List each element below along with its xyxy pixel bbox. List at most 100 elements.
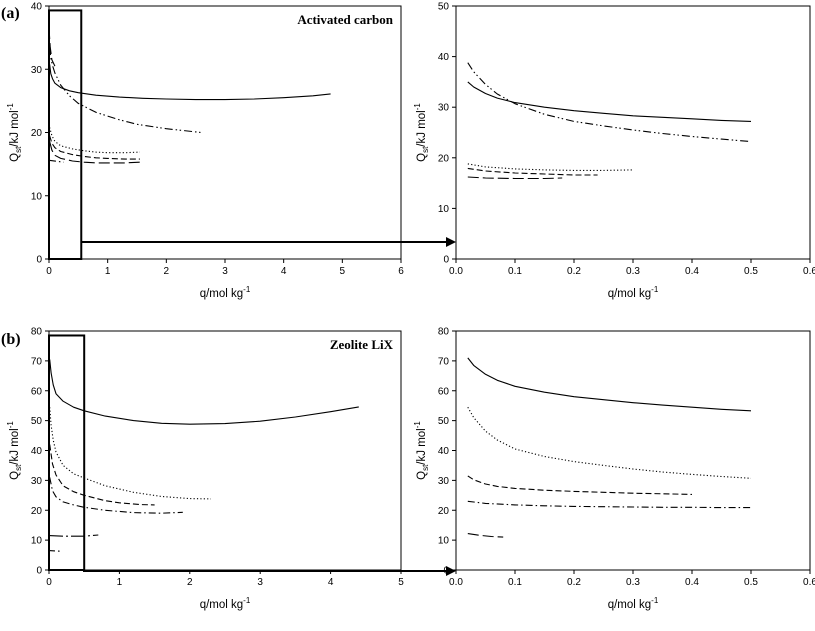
y-tick-label: 50 — [31, 416, 43, 427]
x-tick-label: 0.5 — [744, 266, 758, 277]
y-tick-label: 40 — [31, 2, 43, 13]
x-tick-label: 2 — [187, 577, 193, 588]
x-tick-label: 0.2 — [567, 266, 581, 277]
x-tick-label: 0.1 — [508, 577, 522, 588]
x-tick-label: 0.0 — [449, 266, 463, 277]
x-tick-label: 1 — [117, 577, 123, 588]
x-tick-label: 0.3 — [626, 577, 640, 588]
series-line — [467, 500, 751, 509]
y-tick-label: 0 — [36, 566, 42, 577]
x-tick-label: 6 — [398, 266, 404, 277]
plot-frame — [455, 5, 811, 260]
series-line — [467, 176, 563, 180]
x-axis-title-main: q/mol kg — [200, 599, 243, 611]
zoom-arrow-a-head — [446, 237, 456, 247]
series-line — [467, 357, 752, 412]
x-tick-label: 5 — [398, 577, 404, 588]
y-axis-title-part: /kJ mol — [416, 428, 428, 464]
y-tick-label: 50 — [438, 2, 450, 13]
x-tick-label: 1 — [105, 266, 111, 277]
x-tick-label: 0.6 — [803, 577, 815, 588]
x-tick-label: 0.4 — [685, 577, 699, 588]
chart-title: Zeolite LiX — [330, 337, 394, 352]
x-tick-label: 2 — [164, 266, 170, 277]
x-tick-label: 0.4 — [685, 266, 699, 277]
series-line — [48, 550, 60, 552]
x-axis-title-sup: -1 — [243, 596, 251, 605]
y-axis-title-part: st — [421, 464, 430, 471]
y-axis-title-part: /kJ mol — [9, 110, 21, 146]
series-line — [49, 444, 155, 506]
y-tick-label: 30 — [438, 103, 450, 114]
y-tick-label: 50 — [438, 416, 450, 427]
y-tick-label: 20 — [31, 128, 43, 139]
plot-frame — [48, 5, 402, 260]
zoom-region-box — [48, 334, 86, 572]
y-axis-title-part: Q — [416, 153, 428, 162]
zoom-arrow-b-head — [446, 566, 456, 576]
y-axis-title: Qst/kJ mol-1 — [6, 421, 23, 480]
y-axis-title-part: /kJ mol — [9, 428, 21, 464]
series-line — [467, 406, 752, 479]
y-tick-label: 70 — [438, 356, 450, 367]
x-axis-title-main: q/mol kg — [200, 288, 243, 300]
series-line — [49, 141, 140, 164]
y-tick-label: 30 — [438, 476, 450, 487]
y-axis-title: Qst/kJ mol-1 — [413, 421, 430, 480]
x-axis-title: q/mol kg-1 — [200, 285, 251, 300]
x-axis-title-main: q/mol kg — [608, 599, 651, 611]
panel-a-label: (a) — [1, 5, 20, 22]
series-line — [49, 127, 140, 154]
y-axis-title-part: st — [14, 146, 23, 153]
y-axis-title-part: Q — [9, 471, 21, 480]
zoom-region-box — [48, 9, 83, 260]
y-axis-title-part: -1 — [413, 103, 422, 111]
x-axis-title: q/mol kg-1 — [200, 596, 251, 611]
x-tick-label: 0.5 — [744, 577, 758, 588]
x-tick-label: 0.2 — [567, 577, 581, 588]
y-axis-title-part: Q — [416, 471, 428, 480]
y-tick-label: 30 — [31, 65, 43, 76]
y-axis-title-part: Q — [9, 153, 21, 162]
series-line — [49, 47, 202, 134]
x-tick-label: 3 — [257, 577, 263, 588]
y-axis-title: Qst/kJ mol-1 — [6, 103, 23, 162]
x-axis-title-sup: -1 — [651, 596, 659, 605]
x-tick-label: 0.1 — [508, 266, 522, 277]
y-tick-label: 10 — [438, 536, 450, 547]
series-line — [49, 359, 359, 425]
series-line — [467, 167, 598, 176]
series-line — [467, 533, 504, 538]
a-zoom-chart: 0.0 0.1 0.2 0.3 0.4 0.5 0.6 0 10 20 30 40 50 q/mol kg… — [413, 2, 815, 301]
y-axis-title-part: /kJ mol — [416, 110, 428, 146]
y-tick-label: 10 — [31, 536, 43, 547]
y-axis-title-part: -1 — [413, 421, 422, 429]
y-tick-label: 20 — [438, 153, 450, 164]
y-tick-label: 60 — [438, 386, 450, 397]
series-line — [467, 81, 752, 122]
series-line — [467, 163, 634, 171]
x-tick-label: 5 — [340, 266, 346, 277]
b-zoom-chart: 0.00.10.20.30.40.50.601020304050607080q/… — [413, 327, 815, 612]
y-tick-label: 70 — [31, 356, 43, 367]
x-axis-title-sup: -1 — [651, 285, 659, 294]
series-line — [49, 477, 183, 514]
series-line — [467, 62, 752, 143]
y-axis-title: Qst/kJ mol-1 — [413, 103, 430, 162]
y-axis-title-part: st — [421, 146, 430, 153]
x-tick-label: 0.0 — [449, 577, 463, 588]
y-tick-label: 40 — [438, 52, 450, 63]
series-line — [48, 534, 99, 537]
x-axis-title: q/mol kg-1 — [608, 596, 659, 611]
series-line — [49, 135, 140, 160]
x-tick-label: 0.6 — [803, 266, 815, 277]
y-tick-label: 80 — [31, 327, 43, 338]
y-tick-label: 10 — [31, 191, 43, 202]
y-axis-title-part: st — [14, 464, 23, 471]
y-tick-label: 30 — [31, 476, 43, 487]
series-line — [48, 159, 64, 163]
x-tick-label: 4 — [281, 266, 287, 277]
